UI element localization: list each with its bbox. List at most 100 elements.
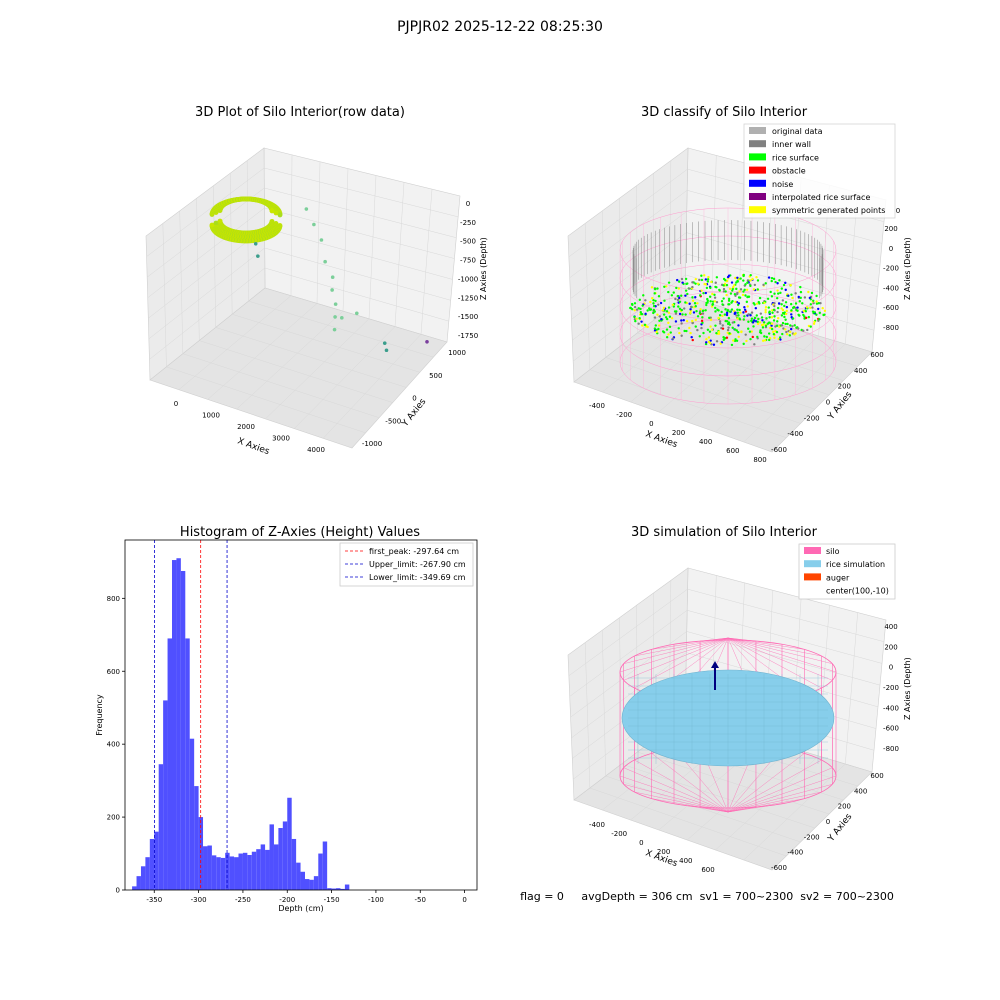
classified-point (730, 308, 734, 311)
grid-line (637, 332, 830, 396)
panel2-xtick: 800 (753, 456, 766, 464)
classified-point (680, 294, 683, 297)
classified-point (753, 303, 756, 306)
panel1-ticks: 0 1000 2000 3000 4000 -1000 -500 0 500 1000 0 -250 -… (174, 200, 478, 454)
classified-point (780, 287, 784, 290)
classified-point (781, 321, 785, 325)
classified-point (680, 334, 683, 337)
panel1-ztick: 0 (466, 200, 470, 208)
classified-point (758, 296, 762, 300)
classified-point (685, 319, 689, 323)
classified-point (770, 279, 773, 283)
classified-point (770, 295, 774, 298)
classified-point (797, 327, 800, 330)
silo-roof-line (651, 637, 729, 650)
classified-point (718, 320, 722, 323)
classified-point (638, 298, 642, 302)
panel1-ytick: 1000 (448, 349, 466, 357)
grid-line (570, 211, 687, 299)
grid-line (686, 747, 793, 841)
silo-roof-line (634, 637, 729, 657)
classified-point (712, 343, 716, 346)
legend-swatch (749, 140, 766, 148)
histogram-bar (304, 879, 310, 890)
histogram-bar (269, 824, 274, 890)
classified-point (770, 322, 774, 325)
legend-swatch (749, 206, 766, 214)
grid-line (589, 787, 787, 857)
classified-point (767, 332, 771, 335)
silo-floor-line (727, 803, 783, 813)
classified-point (776, 292, 780, 295)
classified-point (747, 327, 750, 330)
classified-point (789, 302, 793, 306)
histogram-bar (140, 866, 146, 890)
silo-floor-line (619, 775, 729, 813)
classified-point (650, 297, 654, 300)
histogram-bar (251, 851, 257, 890)
histogram-bars (132, 558, 350, 890)
classified-point (640, 312, 644, 316)
classified-point (759, 312, 763, 315)
classified-point (788, 330, 792, 334)
classified-point (756, 322, 760, 326)
classified-point (704, 342, 708, 346)
classified-point (653, 327, 657, 330)
classified-point (785, 305, 789, 309)
panel4-xtick: 400 (679, 857, 692, 865)
classified-point (818, 311, 821, 315)
raw-surface-point (209, 222, 215, 228)
panel4-ztick: 200 (884, 643, 897, 651)
grid-line (264, 167, 459, 218)
classified-point (688, 326, 691, 330)
classified-point (745, 300, 749, 304)
grid-line (743, 343, 846, 443)
classified-point (675, 286, 678, 290)
classified-point (725, 313, 729, 317)
panel4-zlabel: Z Axies (Depth) (903, 657, 912, 720)
silo-roof-line (700, 637, 729, 642)
classified-point (742, 273, 745, 277)
classified-point (637, 322, 640, 325)
classified-point (737, 330, 740, 334)
grid-line (178, 295, 292, 390)
classified-point (780, 303, 783, 306)
classified-point (676, 298, 680, 302)
classified-point (630, 302, 634, 306)
classified-point (678, 300, 682, 303)
classified-point (746, 281, 749, 284)
classified-point (694, 318, 697, 322)
classified-point (701, 309, 705, 313)
panel4-ztick: -600 (883, 725, 899, 733)
classified-point (807, 315, 811, 319)
classified-point (678, 296, 681, 300)
histogram-bar (136, 876, 141, 890)
silo-roof-line (727, 637, 822, 689)
classified-point (657, 295, 661, 298)
classified-point (727, 299, 731, 302)
classified-point (710, 280, 713, 284)
grid-line (290, 154, 293, 296)
classified-point (749, 273, 752, 277)
grid-line (571, 652, 687, 739)
classified-point (633, 309, 636, 312)
classified-point (751, 335, 754, 339)
classified-point (706, 328, 710, 331)
histogram-bar (185, 638, 190, 890)
classified-point (705, 301, 708, 305)
panel2-xtick: 600 (726, 447, 739, 455)
panel2-ytick: -600 (771, 446, 787, 454)
classified-point (767, 306, 770, 309)
classified-point (676, 278, 679, 282)
classified-point (640, 320, 643, 323)
classified-point (653, 316, 657, 319)
histogram-bar (282, 821, 288, 890)
classified-point (717, 330, 721, 334)
classified-point (654, 299, 657, 303)
histogram-bar (287, 797, 292, 890)
classified-point (680, 308, 684, 312)
classified-point (804, 316, 808, 320)
grid-line (215, 327, 407, 388)
panel4-xtick: 600 (701, 866, 714, 874)
classified-point (665, 317, 669, 321)
